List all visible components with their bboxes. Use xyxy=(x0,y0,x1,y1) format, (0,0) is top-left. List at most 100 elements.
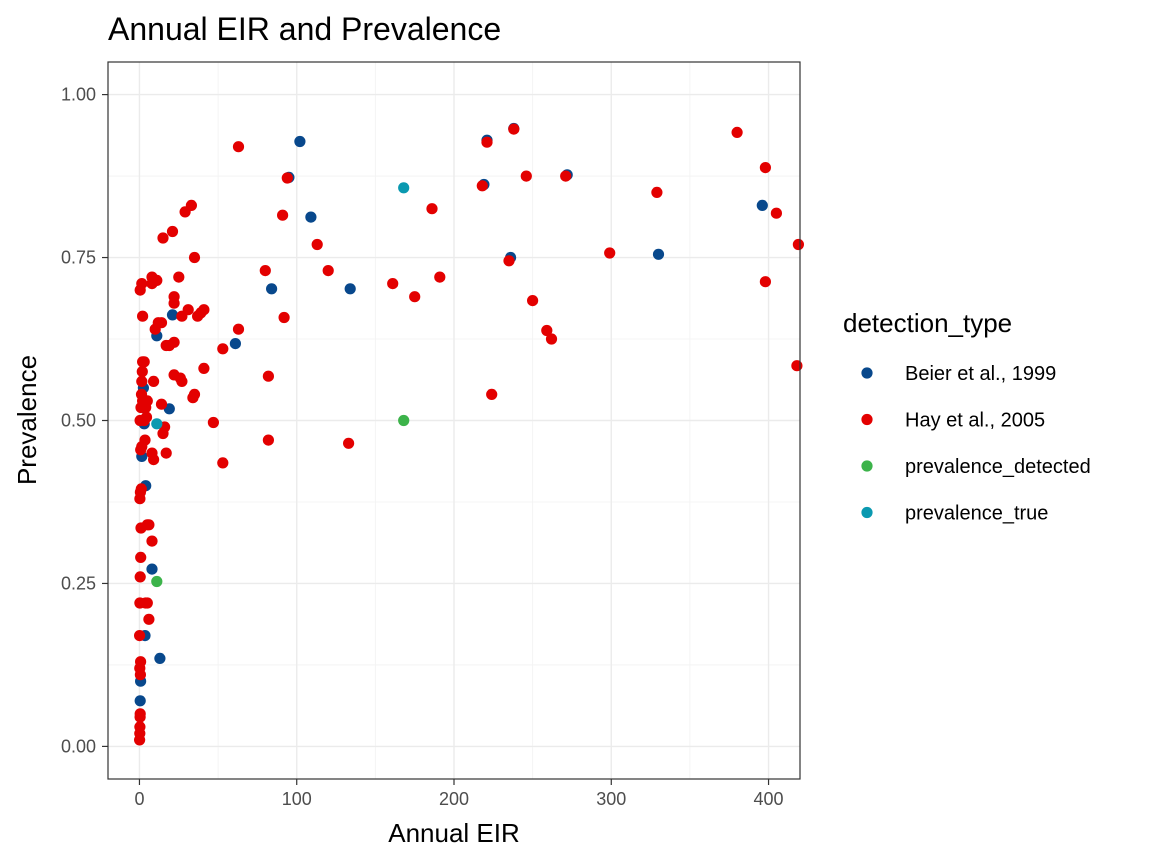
legend-key xyxy=(861,460,873,472)
series-2 xyxy=(151,414,410,588)
data-point xyxy=(560,170,572,182)
data-point xyxy=(398,414,410,427)
data-point xyxy=(434,271,446,283)
data-point xyxy=(651,186,663,198)
y-axis: 0.00 0.25 0.50 0.75 1.00 xyxy=(61,85,108,756)
data-point xyxy=(151,418,163,430)
y-tick-label: 0.00 xyxy=(61,736,96,756)
data-point xyxy=(143,519,155,531)
legend: detection_type Beier et al., 1999 Hay et … xyxy=(843,308,1091,525)
data-point xyxy=(151,274,163,286)
data-point xyxy=(157,232,169,244)
data-point xyxy=(791,360,803,372)
data-point xyxy=(160,447,172,459)
series-0 xyxy=(134,122,768,707)
data-point xyxy=(344,283,356,295)
data-point xyxy=(259,265,271,277)
series-3 xyxy=(151,182,410,430)
data-point xyxy=(262,434,274,446)
data-point xyxy=(168,291,180,303)
data-point xyxy=(792,238,805,251)
data-point xyxy=(134,571,146,583)
data-points xyxy=(134,122,805,746)
legend-label: Beier et al., 1999 xyxy=(905,363,1056,385)
data-point xyxy=(294,135,306,148)
series-1 xyxy=(134,123,805,746)
data-point xyxy=(141,597,153,609)
data-point xyxy=(198,362,210,374)
data-point xyxy=(182,304,194,316)
data-point xyxy=(281,172,293,184)
data-point xyxy=(217,457,229,469)
data-point xyxy=(217,343,229,355)
data-point xyxy=(426,203,438,215)
data-point xyxy=(520,170,532,182)
data-point xyxy=(136,375,148,387)
data-point xyxy=(398,182,410,194)
data-point xyxy=(232,141,245,153)
data-point xyxy=(486,388,498,400)
legend-label: prevalence_detected xyxy=(905,456,1091,478)
data-point xyxy=(305,211,317,223)
data-point xyxy=(604,247,616,259)
data-point xyxy=(134,695,146,707)
data-point xyxy=(188,388,201,400)
data-point xyxy=(508,123,520,135)
legend-title: detection_type xyxy=(843,308,1012,338)
data-point xyxy=(176,375,188,387)
x-tick-label: 100 xyxy=(282,789,312,809)
data-point xyxy=(154,652,166,665)
data-point xyxy=(135,483,147,495)
data-point xyxy=(503,255,515,267)
data-point xyxy=(545,333,558,345)
data-point xyxy=(770,207,783,219)
data-point xyxy=(134,662,146,674)
data-point xyxy=(232,323,245,335)
data-point xyxy=(278,311,290,324)
data-point xyxy=(134,630,146,642)
data-point xyxy=(151,575,163,588)
data-point xyxy=(759,276,772,288)
data-point xyxy=(731,126,743,138)
chart-title: Annual EIR and Prevalence xyxy=(108,11,501,47)
data-point xyxy=(188,251,201,264)
data-point xyxy=(137,310,149,322)
data-point xyxy=(541,324,553,337)
legend-key xyxy=(861,367,873,379)
data-point xyxy=(173,271,185,283)
data-point xyxy=(141,395,153,407)
data-point xyxy=(134,708,146,720)
data-point xyxy=(134,721,146,733)
data-point xyxy=(229,338,241,350)
x-tick-label: 0 xyxy=(134,789,144,809)
data-point xyxy=(136,278,148,290)
data-point xyxy=(146,535,158,547)
data-point xyxy=(277,209,289,221)
data-point xyxy=(140,411,153,423)
data-point xyxy=(155,398,168,410)
data-point xyxy=(185,199,197,211)
data-point xyxy=(266,283,278,295)
data-point xyxy=(136,366,148,378)
data-point xyxy=(311,238,323,251)
data-point xyxy=(166,309,179,321)
y-tick-label: 0.75 xyxy=(61,248,96,268)
data-point xyxy=(148,454,160,466)
y-axis-title: Prevalence xyxy=(12,355,42,485)
data-point xyxy=(146,563,158,575)
x-axis: 0 100 200 300 400 xyxy=(134,779,784,809)
data-point xyxy=(756,199,768,211)
legend-label: Hay et al., 2005 xyxy=(905,410,1045,432)
plot-grid xyxy=(108,62,800,779)
legend-label: prevalence_true xyxy=(905,503,1048,525)
x-tick-label: 200 xyxy=(439,789,469,809)
y-tick-label: 1.00 xyxy=(61,85,96,105)
data-point xyxy=(148,375,160,387)
x-tick-label: 300 xyxy=(596,789,626,809)
data-point xyxy=(652,248,665,260)
legend-key xyxy=(861,506,873,519)
data-point xyxy=(322,265,334,277)
data-point xyxy=(476,180,488,192)
data-point xyxy=(138,356,150,368)
data-point xyxy=(481,136,493,148)
